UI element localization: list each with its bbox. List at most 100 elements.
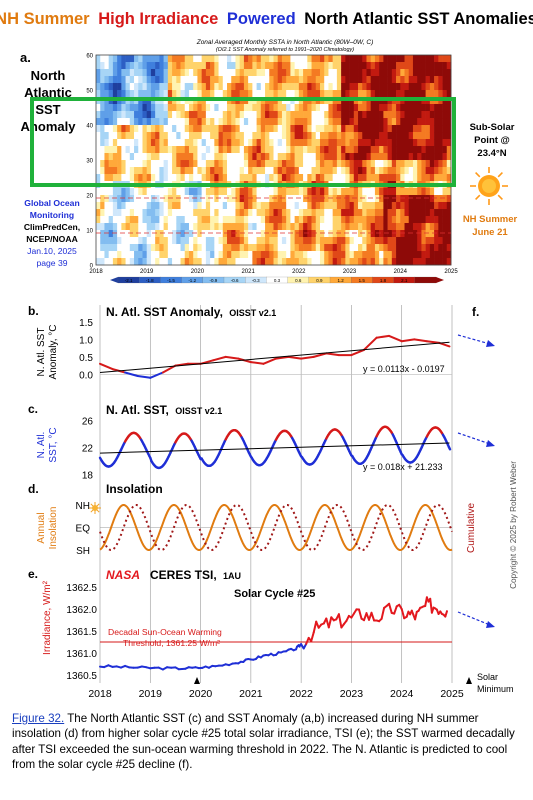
heatmap-cell xyxy=(396,160,401,168)
heatmap-cell xyxy=(298,209,304,217)
heatmap-cell xyxy=(243,167,249,175)
heatmap-cell xyxy=(222,90,228,98)
heatmap-cell xyxy=(362,111,367,119)
heatmap-cell xyxy=(227,132,232,140)
heatmap-cell xyxy=(273,209,279,217)
heatmap-cell xyxy=(210,244,215,252)
heatmap-cell xyxy=(248,167,253,175)
heatmap-cell xyxy=(358,223,363,231)
panel-e-y-tick-label: 1361.5 xyxy=(66,627,97,638)
heatmap-cell xyxy=(193,258,198,266)
heatmap-cell xyxy=(129,188,135,196)
heatmap-cell xyxy=(425,132,431,140)
heatmap-cell xyxy=(172,167,177,175)
heatmap-cell xyxy=(345,139,350,147)
heatmap-cell xyxy=(100,223,105,231)
heatmap-cell xyxy=(104,104,109,112)
heatmap-cell xyxy=(412,209,418,217)
heatmap-cell xyxy=(104,132,109,140)
heatmap-cell xyxy=(273,90,279,98)
heatmap-cell xyxy=(222,160,228,168)
heatmap-cell xyxy=(438,118,443,126)
heatmap-cell xyxy=(239,202,245,210)
heatmap-cell xyxy=(324,55,329,63)
heatmap-cell xyxy=(184,258,190,266)
heatmap-cell xyxy=(248,62,253,70)
heatmap-cell xyxy=(210,258,215,266)
heatmap-cell xyxy=(434,111,439,119)
tsi-segment xyxy=(370,611,376,622)
heatmap-cell xyxy=(412,230,418,238)
heatmap-cell xyxy=(404,244,410,252)
heatmap-cell xyxy=(150,174,156,182)
heatmap-cell xyxy=(248,195,253,203)
heatmap-cell xyxy=(260,146,266,154)
heatmap-cell xyxy=(172,188,177,196)
heatmap-cell xyxy=(142,125,148,133)
panel-c-plot xyxy=(98,425,452,470)
heatmap-x-tick-label: 2022 xyxy=(292,269,306,275)
heatmap-cell xyxy=(239,174,245,182)
heatmap-cell xyxy=(404,69,410,77)
heatmap-cell xyxy=(358,258,363,266)
heatmap-cell xyxy=(121,188,126,196)
heatmap-cell xyxy=(125,153,131,161)
heatmap-cell xyxy=(434,153,439,161)
heatmap-cell xyxy=(197,69,202,77)
heatmap-cell xyxy=(260,188,266,196)
heatmap-cell xyxy=(248,223,253,231)
heatmap-cell xyxy=(294,104,300,112)
heatmap-cell xyxy=(400,223,405,231)
heatmap-cell xyxy=(155,139,160,147)
heatmap-cell xyxy=(387,160,393,168)
heatmap-cell xyxy=(138,83,143,91)
heatmap-cell xyxy=(315,153,321,161)
panel-b-anomaly-segment xyxy=(161,364,177,374)
heatmap-cell xyxy=(197,83,202,91)
heatmap-cell xyxy=(362,244,367,252)
heatmap-cell xyxy=(197,202,202,210)
heatmap-cell xyxy=(146,146,152,154)
heatmap-cell xyxy=(222,146,228,154)
heatmap-cell xyxy=(328,167,333,175)
heatmap-cell xyxy=(425,139,431,147)
heatmap-cell xyxy=(281,111,287,119)
heatmap-cell xyxy=(146,55,152,63)
heatmap-cell xyxy=(336,202,342,210)
heatmap-cell xyxy=(205,153,211,161)
heatmap-cell xyxy=(256,258,262,266)
heatmap-cell xyxy=(277,125,283,133)
heatmap-cell xyxy=(358,209,363,217)
heatmap-cell xyxy=(425,118,431,126)
heatmap-cell xyxy=(341,76,346,84)
heatmap-cell xyxy=(332,174,338,182)
heatmap-cell xyxy=(235,153,240,161)
heatmap-cell xyxy=(134,160,139,168)
heatmap-cell xyxy=(391,62,397,70)
heatmap-cell xyxy=(358,118,363,126)
heatmap-cell xyxy=(112,146,118,154)
heatmap-cell xyxy=(387,258,393,266)
heatmap-cell xyxy=(150,139,156,147)
heatmap-cell xyxy=(438,76,443,84)
heatmap-cell xyxy=(374,69,380,77)
heatmap-cell xyxy=(205,90,211,98)
panel-e-x-tick-label: 2025 xyxy=(440,688,464,700)
heatmap-cell xyxy=(387,216,393,224)
heatmap-cell xyxy=(429,55,435,63)
heatmap-cell xyxy=(184,167,190,175)
heatmap-cell xyxy=(396,230,401,238)
heatmap-cell xyxy=(218,230,224,238)
heatmap-cell xyxy=(442,55,448,63)
heatmap-cell xyxy=(336,188,342,196)
heatmap-cell xyxy=(163,90,169,98)
heatmap-cell xyxy=(374,258,380,266)
heatmap-cell xyxy=(222,132,228,140)
heatmap-cell xyxy=(349,244,355,252)
heatmap-cell xyxy=(290,69,295,77)
heatmap-cell xyxy=(201,195,207,203)
heatmap-cell xyxy=(400,251,405,259)
heatmap-cell xyxy=(307,118,312,126)
heatmap-cell xyxy=(438,160,443,168)
heatmap-cell xyxy=(349,139,355,147)
